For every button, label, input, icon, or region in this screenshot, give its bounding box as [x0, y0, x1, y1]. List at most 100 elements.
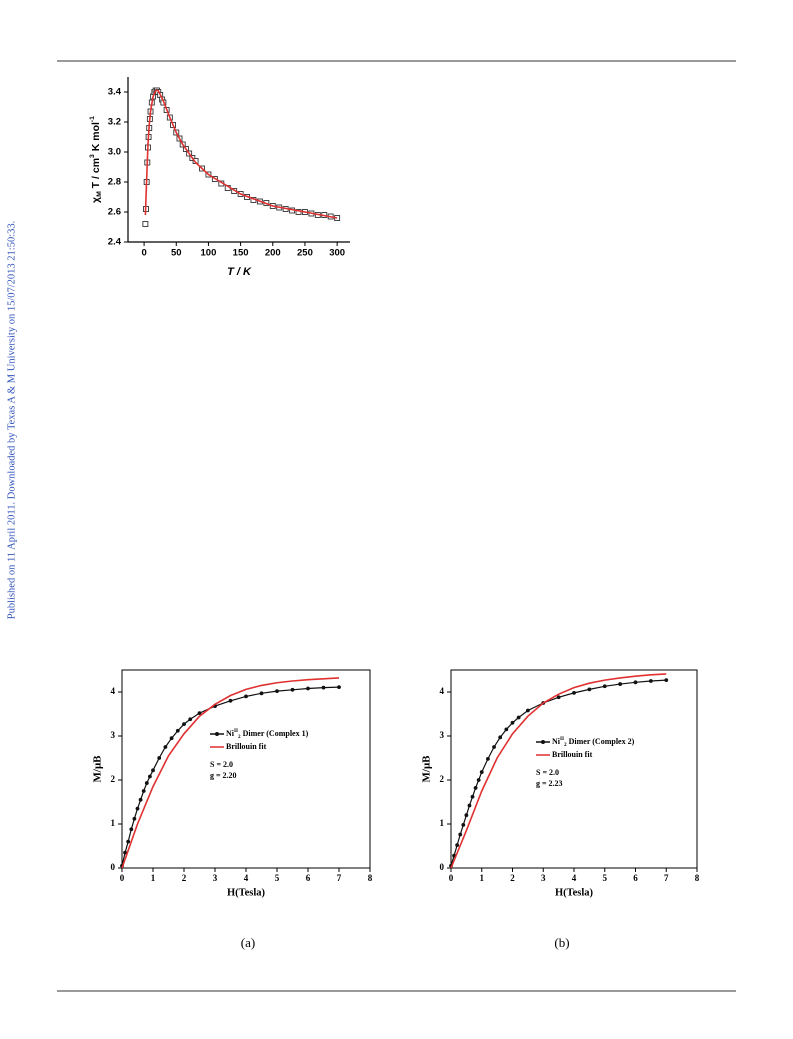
y-tick-label: 2.6	[108, 207, 121, 218]
label-part: II	[560, 736, 564, 742]
series-line	[144, 89, 338, 219]
y-axis-label: M/μB	[421, 755, 433, 783]
y-axis-label: χM T / cm3 K mol-1	[89, 116, 103, 203]
marker	[188, 717, 193, 722]
x-tick-label: 2	[182, 873, 187, 883]
x-tick-label: 7	[337, 873, 342, 883]
label-part: Dimer (Complex 1)	[241, 729, 309, 738]
legend-label: Brillouin fit	[552, 750, 593, 759]
x-tick-label: 150	[233, 248, 249, 259]
marker	[476, 778, 481, 782]
y-tick-label: 4	[440, 686, 445, 696]
x-axis-label: T / K	[227, 266, 252, 278]
label-part: -1	[89, 116, 96, 122]
marker	[259, 691, 264, 696]
marker	[126, 839, 131, 844]
marker	[633, 680, 638, 685]
marker	[228, 698, 233, 703]
x-axis-label: H(Tesla)	[555, 887, 594, 898]
y-tick-label: 3.2	[108, 117, 121, 128]
x-tick-label: 200	[265, 248, 281, 259]
marker	[461, 822, 466, 827]
marker	[464, 813, 469, 818]
label-part: 3	[89, 154, 96, 158]
marker	[587, 687, 592, 692]
marker	[138, 797, 143, 802]
y-tick-label: 1	[111, 818, 116, 828]
marker	[479, 770, 484, 774]
marker	[618, 682, 623, 686]
marker	[455, 843, 460, 848]
marker	[290, 687, 295, 692]
series-line	[121, 677, 340, 869]
annotation: S = 2.0	[536, 768, 559, 777]
x-tick-label: 6	[306, 873, 311, 883]
marker	[197, 711, 202, 716]
marker	[151, 768, 155, 773]
marker	[182, 722, 186, 727]
label-part: K mol	[90, 122, 102, 154]
y-tick-label: 3.4	[108, 87, 122, 98]
label-part: 2	[238, 734, 241, 740]
x-tick-label: 300	[329, 248, 345, 259]
legend-label: Brillouin fit	[226, 742, 267, 751]
y-tick-label: 2	[440, 774, 445, 784]
x-tick-label: 4	[244, 873, 249, 883]
marker	[473, 786, 478, 790]
x-tick-label: 0	[120, 873, 125, 883]
legend-label: NiII2 Dimer (Complex 1)	[226, 728, 309, 740]
y-tick-label: 0	[111, 862, 116, 872]
x-tick-label: 5	[275, 873, 280, 883]
y-tick-label: 4	[111, 686, 116, 696]
marker	[306, 686, 310, 691]
marker	[510, 720, 515, 725]
x-tick-label: 4	[572, 873, 577, 883]
label-part: M	[96, 191, 103, 197]
x-axis-label: H(Tesla)	[227, 887, 266, 898]
label-part: χ	[90, 197, 102, 203]
marker	[492, 745, 496, 749]
marker	[321, 685, 326, 690]
label-part: Ni	[552, 737, 561, 746]
label-part: Ni	[226, 729, 235, 738]
marker	[157, 756, 162, 760]
x-tick-label: 3	[213, 873, 218, 883]
marker	[572, 690, 576, 695]
marker	[337, 685, 341, 690]
marker	[648, 679, 653, 683]
marker	[169, 736, 174, 741]
legend-marker	[541, 740, 545, 744]
x-tick-label: 50	[171, 248, 182, 259]
x-tick-label: 8	[695, 873, 700, 883]
label-part: Dimer (Complex 2)	[567, 737, 635, 746]
marker	[123, 850, 127, 855]
marker	[504, 727, 509, 732]
label-part: T / cm	[90, 158, 102, 191]
sidebar: Published on 11 April 2011. Downloaded b…	[6, 221, 17, 619]
marker	[467, 803, 472, 808]
marker	[458, 832, 463, 837]
marker	[144, 781, 149, 785]
y-tick-label: 0	[440, 862, 445, 872]
marker	[163, 745, 168, 749]
marker	[525, 708, 530, 713]
label-part: II	[234, 728, 238, 734]
x-tick-label: 2	[510, 873, 515, 883]
x-tick-label: 6	[633, 873, 638, 883]
x-tick-label: 3	[541, 873, 546, 883]
y-tick-label: 3	[111, 730, 116, 740]
legend-marker	[215, 732, 219, 736]
marker	[141, 789, 146, 793]
y-tick-label: 2.8	[108, 177, 121, 188]
marker	[602, 684, 607, 689]
marker	[516, 715, 521, 720]
marker	[275, 689, 279, 694]
series-line	[450, 673, 667, 869]
y-tick-label: 3.0	[108, 147, 121, 158]
caption: (b)	[554, 935, 569, 950]
marker	[175, 728, 180, 733]
marker	[664, 678, 669, 683]
caption: (a)	[241, 935, 255, 950]
